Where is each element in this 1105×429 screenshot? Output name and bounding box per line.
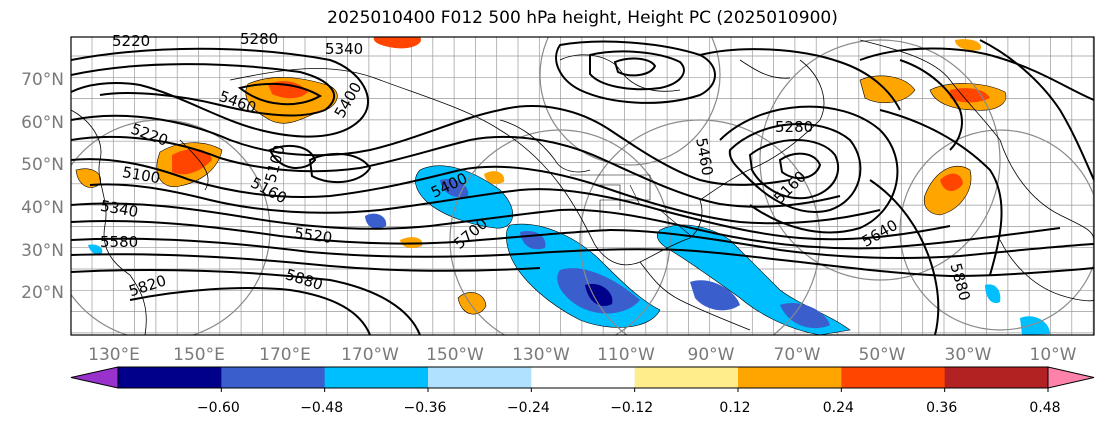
- lon-label: 130°E: [88, 345, 140, 365]
- lat-label: 50°N: [21, 155, 64, 175]
- colorbar-label: −0.12: [610, 400, 653, 416]
- colorbar-label: −0.36: [404, 400, 447, 416]
- colorbar-label: 0.48: [1029, 400, 1060, 416]
- lon-label: 30°W: [945, 345, 992, 365]
- coastlines: [71, 39, 1094, 335]
- lon-label: 150°W: [426, 345, 484, 365]
- colorbar-label: −0.24: [507, 400, 550, 416]
- height-contours: [71, 39, 1094, 335]
- contour-label: 5280: [240, 30, 278, 48]
- lat-label: 60°N: [21, 113, 64, 133]
- map-frame: [70, 36, 1095, 336]
- lon-label: 150°E: [173, 345, 225, 365]
- latitude-labels: 70°N 60°N 50°N 40°N 30°N 20°N: [21, 70, 64, 303]
- lon-label: 10°W: [1030, 345, 1077, 365]
- colorbar-label: 0.36: [926, 400, 957, 416]
- colorbar-segment: [221, 367, 326, 388]
- colorbar-label: 0.12: [719, 400, 750, 416]
- contour-label: 5280: [775, 118, 813, 136]
- lon-label: 170°W: [341, 345, 399, 365]
- map-title: 2025010400 F012 500 hPa height, Height P…: [327, 8, 838, 28]
- lon-label: 170°E: [259, 345, 311, 365]
- lat-label: 40°N: [21, 198, 64, 218]
- lat-label: 30°N: [21, 241, 64, 261]
- lon-label: 90°W: [688, 345, 735, 365]
- colorbar-label: −0.48: [300, 400, 343, 416]
- colorbar-segment: [531, 367, 636, 388]
- lon-label: 110°W: [597, 345, 655, 365]
- colorbar-segment: [634, 367, 739, 388]
- contour-label: 5520: [293, 224, 333, 247]
- colorbar-label: −0.60: [197, 400, 240, 416]
- colorbar-segment: [841, 367, 946, 388]
- contour-label: 5220: [112, 32, 150, 50]
- colorbar-segment: [118, 367, 222, 388]
- lon-label: 130°W: [512, 345, 570, 365]
- colorbar: −0.60 −0.48 −0.36 −0.24 −0.12 0.12 0.24 0.36 0.4…: [70, 366, 1095, 416]
- lat-label: 20°N: [21, 283, 64, 303]
- colorbar-segment: [944, 367, 1049, 388]
- colorbar-segment: [324, 367, 429, 388]
- lat-label: 70°N: [21, 70, 64, 90]
- longitude-labels: 130°E 150°E 170°E 170°W 150°W 130°W 110°…: [88, 345, 1077, 365]
- colorbar-outline: [117, 366, 1049, 389]
- colorbar-extend-low: [70, 366, 119, 389]
- colorbar-label: 0.24: [823, 400, 854, 416]
- colorbar-extend-high: [1047, 366, 1095, 389]
- contour-label: 5340: [325, 40, 363, 58]
- contour-label: 5580: [100, 233, 138, 251]
- colorbar-segment: [738, 367, 842, 388]
- colorbar-segment: [428, 367, 532, 388]
- lon-label: 70°W: [774, 345, 821, 365]
- lon-label: 50°W: [859, 345, 906, 365]
